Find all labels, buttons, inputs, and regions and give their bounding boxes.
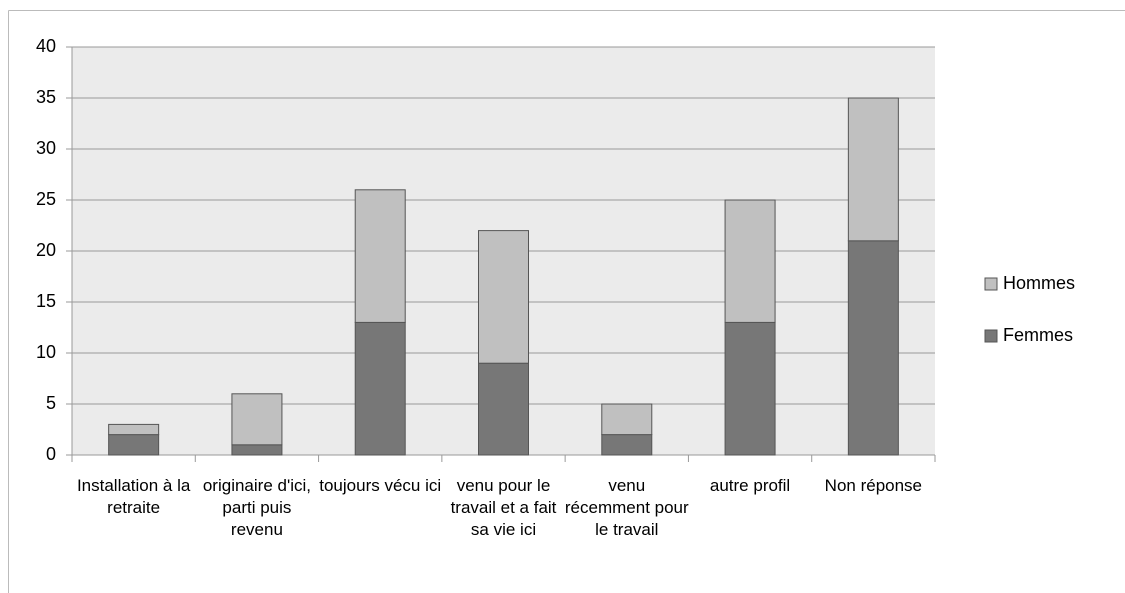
y-tick-label: 30	[36, 138, 56, 158]
bar-segment	[724, 321, 776, 456]
x-tick-label: originaire d'ici, parti puis revenu	[202, 476, 311, 539]
x-tick-label: Non réponse	[824, 476, 923, 495]
x-tick-label: venu pour le travail et a fait sa vie ic…	[450, 476, 557, 539]
x-tick-label: venu récemment pour le travail	[564, 476, 689, 539]
legend-swatch	[984, 277, 998, 291]
bar-segment	[847, 97, 899, 242]
bar-segment	[108, 423, 160, 436]
y-tick-label: 5	[46, 393, 56, 413]
x-tick-label: Installation à la retraite	[76, 476, 191, 517]
x-tick-label: toujours vécu ici	[319, 476, 442, 495]
legend-swatch	[984, 329, 998, 343]
bar-segment	[354, 189, 406, 323]
y-tick-label: 35	[36, 87, 56, 107]
bar-segment	[231, 444, 283, 456]
y-tick-label: 10	[36, 342, 56, 362]
bar-segment	[354, 321, 406, 456]
bar-segment	[601, 403, 653, 436]
bar-segment	[724, 199, 776, 323]
y-tick-label: 40	[36, 36, 56, 56]
x-tick-label: autre profil	[709, 476, 791, 495]
bar-segment	[478, 230, 529, 364]
bar-segment	[847, 240, 899, 456]
bar-segment	[231, 393, 283, 446]
y-tick-label: 15	[36, 291, 56, 311]
y-tick-label: 25	[36, 189, 56, 209]
bar-segment	[108, 434, 160, 456]
bar-segment	[478, 362, 529, 456]
bar-segment	[601, 434, 653, 456]
y-tick-label: 20	[36, 240, 56, 260]
legend-label: Femmes	[1003, 325, 1073, 345]
legend-label: Hommes	[1003, 273, 1075, 293]
y-tick-label: 0	[46, 444, 56, 464]
